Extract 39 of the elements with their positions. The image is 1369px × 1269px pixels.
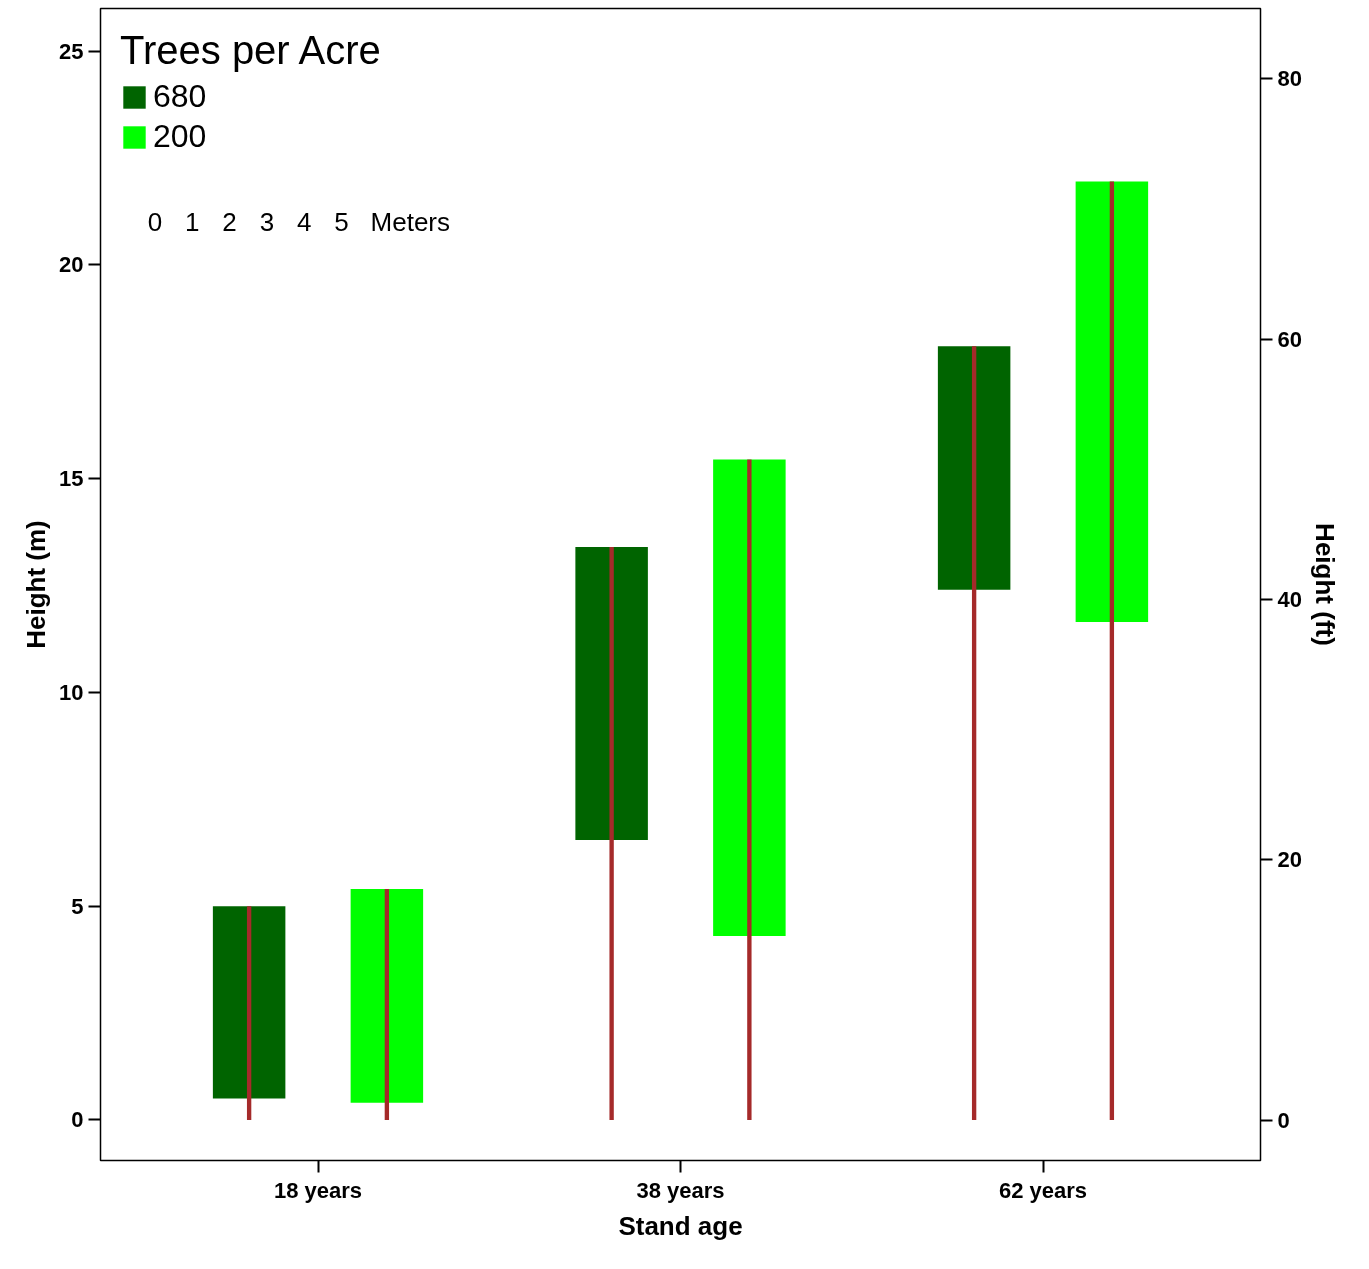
bar: [1109, 181, 1115, 1120]
y2-tick-label: 80: [1277, 66, 1302, 92]
y2-tick-label: 60: [1277, 326, 1302, 352]
bar: [1075, 181, 1149, 622]
bar: [246, 906, 252, 1120]
bar: [609, 547, 614, 1120]
y-tick-label: 15: [59, 466, 84, 492]
annotation: 4: [297, 207, 312, 238]
bar: [350, 889, 424, 1103]
bar: [212, 906, 286, 1099]
y-axis-title: Height (m): [21, 520, 52, 649]
y-tick-label: 0: [71, 1107, 84, 1133]
x-axis-title: Stand age: [618, 1210, 743, 1241]
bar: [575, 547, 648, 840]
y2-tick-label: 40: [1277, 586, 1302, 612]
bar: [971, 346, 977, 1120]
x-tick-label: 62 years: [998, 1177, 1088, 1203]
legend-label: 200: [153, 118, 207, 155]
y-tick-label: 5: [71, 893, 84, 919]
y-tick-label: 25: [59, 38, 84, 64]
annotation: 5: [334, 207, 349, 238]
bar: [747, 459, 752, 1120]
legend-label: 680: [153, 78, 207, 115]
annotation: 3: [259, 207, 275, 238]
x-tick-label: 38 years: [636, 1177, 725, 1203]
y-tick-label: 10: [59, 679, 84, 705]
y-tick-label: 20: [59, 252, 84, 278]
y2-axis-title: Height (ft): [1309, 523, 1340, 646]
annotation: 1: [184, 207, 200, 238]
annotation: 0: [147, 207, 163, 238]
x-tick-label: 18 years: [273, 1177, 363, 1203]
annotation: 2: [222, 207, 237, 238]
y2-tick-label: 20: [1277, 847, 1302, 873]
legend-title: Trees per Acre: [120, 28, 381, 73]
annotation: Meters: [370, 207, 451, 238]
bar: [937, 346, 1011, 590]
y2-tick-label: 0: [1277, 1107, 1290, 1133]
bar: [384, 889, 390, 1120]
bar: [713, 459, 786, 937]
